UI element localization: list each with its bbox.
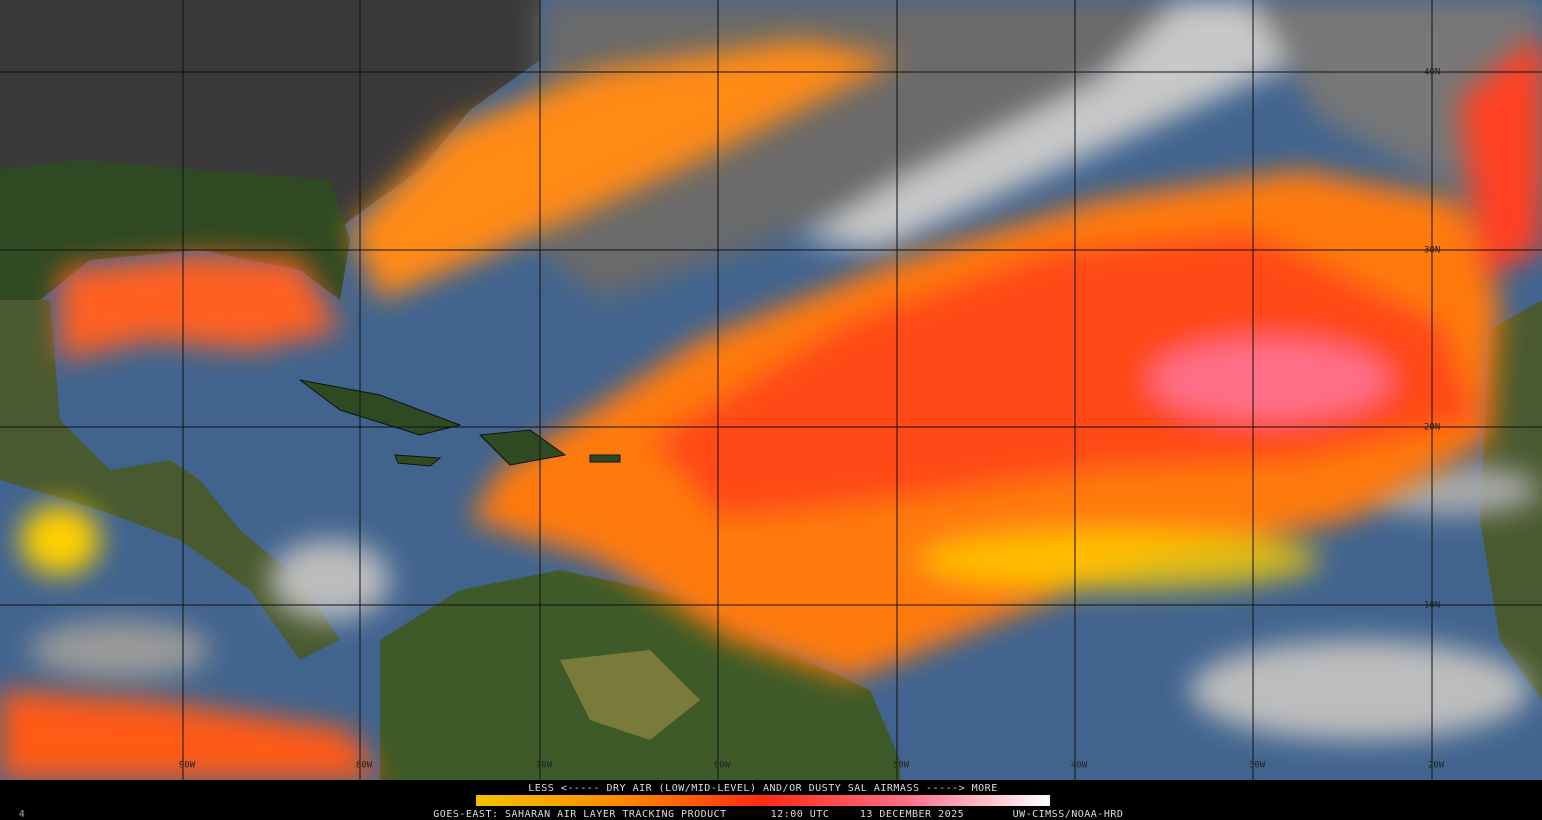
- sal-airmass: [0, 40, 1542, 780]
- longitude-label: 80W: [356, 761, 373, 771]
- date: 13 DECEMBER 2025: [860, 809, 964, 820]
- latitude-label: 20N: [1424, 423, 1440, 433]
- longitude-label: 40W: [1071, 761, 1088, 771]
- longitude-label: 90W: [179, 761, 196, 771]
- legend-caption: LESS <----- DRY AIR (LOW/MID-LEVEL) AND/…: [528, 783, 997, 794]
- satellite-map: 40N 30N 20N 10N 90W 80W 70W 60W 50W 40W 30W 20W: [0, 0, 1542, 780]
- longitude-label: 70W: [536, 761, 553, 771]
- credit: UW-CIMSS/NOAA-HRD: [1013, 809, 1124, 820]
- latitude-label: 40N: [1424, 68, 1440, 78]
- longitude-label: 30W: [1249, 761, 1266, 771]
- graticule: [0, 0, 1542, 780]
- latitude-label: 10N: [1424, 601, 1440, 611]
- frame-number: 4: [19, 809, 26, 820]
- product-name: GOES-EAST: SAHARAN AIR LAYER TRACKING PR…: [433, 809, 726, 820]
- longitude-label: 50W: [893, 761, 910, 771]
- cloud-areas: [30, 0, 1542, 740]
- islands: [299, 379, 621, 467]
- time: 12:00 UTC: [771, 809, 830, 820]
- longitude-label: 20W: [1428, 761, 1445, 771]
- latitude-label: 30N: [1424, 246, 1440, 256]
- color-bar: [476, 795, 1050, 806]
- longitude-label: 60W: [714, 761, 731, 771]
